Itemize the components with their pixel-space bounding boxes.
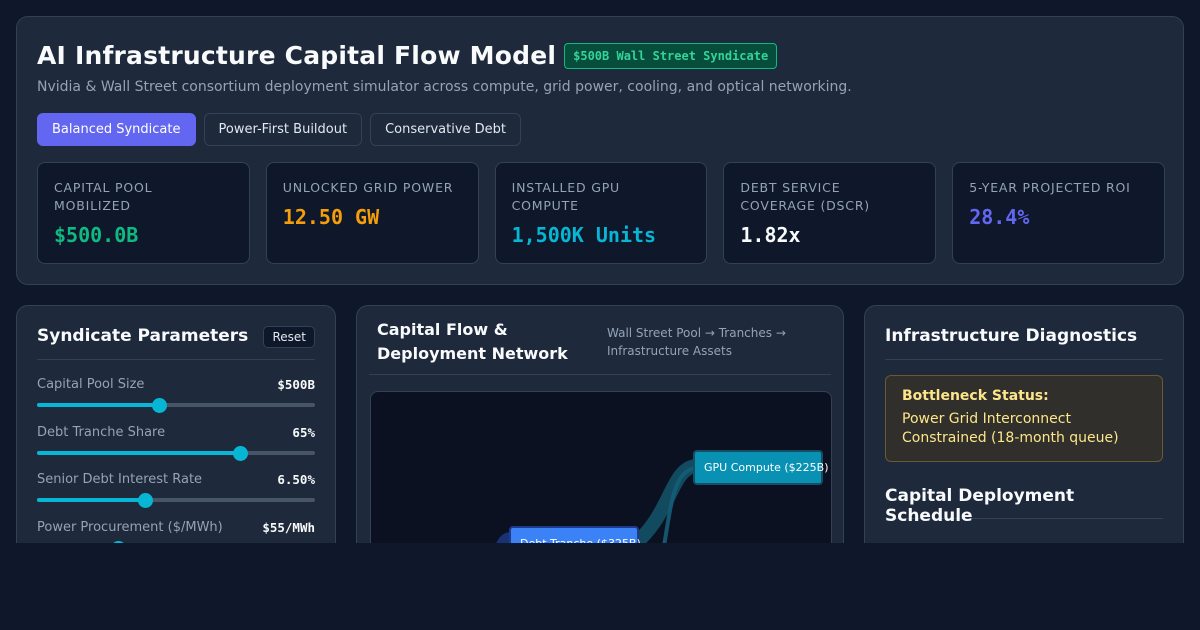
kpi-value: 12.50 GW [282,205,380,229]
kpi-label: 5-YEAR PROJECTED ROI [969,180,1131,195]
preset-balanced-button[interactable]: Balanced Syndicate [37,113,196,146]
param-value: $55/MWh [262,520,315,535]
schedule-title: Capital Deployment Schedule [885,486,1075,526]
panel-title: Syndicate Parameters [37,326,249,346]
kpi-grid-power: UNLOCKED GRID POWER 12.50 GW [265,162,479,264]
bottleneck-title: Bottleneck Status: [902,388,1049,404]
panel-title: Capital Flow & Deployment Network [377,320,568,363]
bottleneck-alert: Bottleneck Status: Power Grid Interconne… [885,375,1163,462]
param-value: 6.50% [277,472,315,487]
param-value: $500B [277,377,315,392]
param-power-procurement: Power Procurement ($/MWh) $55/MWh [37,520,315,543]
flow-network-canvas[interactable]: GPU Compute ($225B) Debt Tranche ($325B) [370,391,832,543]
param-label: Power Procurement ($/MWh) [37,520,223,535]
capital-pool-slider[interactable] [37,398,315,413]
kpi-label: CAPITAL POOL MOBILIZED [54,180,153,213]
syndicate-badge: $500B Wall Street Syndicate [564,42,778,69]
slider-thumb[interactable] [110,541,126,543]
param-label: Debt Tranche Share [37,425,166,440]
preset-power-first-button[interactable]: Power-First Buildout [203,113,363,146]
preset-buttons: Balanced Syndicate Power-First Buildout … [37,113,522,146]
kpi-capital-pool: CAPITAL POOL MOBILIZED $500.0B [37,162,250,264]
kpi-value: 28.4% [969,205,1030,229]
kpi-label: DEBT SERVICE COVERAGE (DSCR) [740,180,870,213]
page-subtitle: Nvidia & Wall Street consortium deployme… [37,79,852,95]
capital-flow-panel: Capital Flow & Deployment Network Wall S… [356,305,844,543]
param-capital-pool: Capital Pool Size $500B [37,377,315,413]
reset-button[interactable]: Reset [263,326,315,348]
kpi-value: 1,500K Units [511,223,657,247]
param-debt-tranche: Debt Tranche Share 65% [37,425,315,461]
panel-header: Syndicate Parameters Reset [37,326,315,360]
param-label: Senior Debt Interest Rate [37,472,203,487]
panel-header: Infrastructure Diagnostics [885,326,1163,360]
app-root: AI Infrastructure Capital Flow Model $50… [16,16,1184,543]
kpi-value: 1.82x [740,223,801,247]
slider-thumb[interactable] [152,398,168,413]
kpi-dscr: DEBT SERVICE COVERAGE (DSCR) 1.82x [723,162,937,264]
kpi-gpu-compute: INSTALLED GPU COMPUTE 1,500K Units [494,162,708,264]
panel-subtitle: Wall Street Pool → Tranches → Infrastruc… [607,326,786,358]
power-procurement-slider[interactable] [37,541,315,543]
slider-thumb[interactable] [232,446,248,461]
kpi-row: CAPITAL POOL MOBILIZED $500.0B UNLOCKED … [37,162,1165,264]
divider [369,374,831,375]
kpi-label: INSTALLED GPU COMPUTE [511,180,620,213]
slider-thumb[interactable] [138,493,154,508]
node-gpu-compute[interactable]: GPU Compute ($225B) [693,450,829,485]
infrastructure-diagnostics-panel: Infrastructure Diagnostics Bottleneck St… [864,305,1184,543]
param-label: Capital Pool Size [37,377,145,392]
preset-conservative-button[interactable]: Conservative Debt [370,113,522,146]
page-title: AI Infrastructure Capital Flow Model [37,41,557,70]
panel-title: Infrastructure Diagnostics [885,326,1138,346]
node-debt-tranche[interactable]: Debt Tranche ($325B) [509,526,641,543]
kpi-roi: 5-YEAR PROJECTED ROI 28.4% [952,162,1165,264]
bottleneck-text: Power Grid Interconnect Constrained (18-… [902,411,1119,446]
title-row: AI Infrastructure Capital Flow Model $50… [37,41,778,70]
flow-link [662,466,696,543]
kpi-label: UNLOCKED GRID POWER [282,180,454,195]
syndicate-parameters-panel: Syndicate Parameters Reset Capital Pool … [16,305,336,543]
param-interest-rate: Senior Debt Interest Rate 6.50% [37,472,315,508]
debt-tranche-slider[interactable] [37,446,315,461]
interest-rate-slider[interactable] [37,493,315,508]
schedule-header: Capital Deployment Schedule [885,486,1163,526]
kpi-value: $500.0B [54,223,139,247]
header-card: AI Infrastructure Capital Flow Model $50… [16,16,1184,285]
param-value: 65% [292,425,315,440]
